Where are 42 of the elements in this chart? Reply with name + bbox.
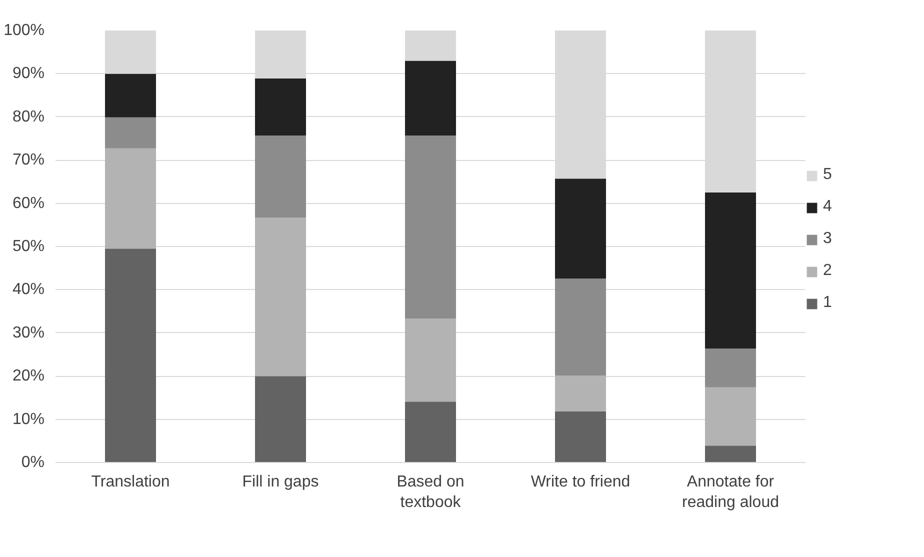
bar — [105, 74, 156, 118]
bar — [255, 135, 306, 218]
bar — [405, 135, 456, 319]
y-tick-label: 60% — [12, 194, 45, 212]
y-tick-label: 10% — [12, 410, 45, 428]
y-tick-label: 20% — [12, 368, 45, 385]
bar — [705, 446, 756, 462]
bar — [405, 402, 456, 462]
bar — [555, 178, 606, 278]
bar — [555, 278, 606, 376]
bar — [405, 30, 456, 61]
x-tick-label: Based on textbook — [396, 474, 464, 511]
x-tick-label: Annotate for reading aloud — [682, 474, 779, 511]
bar — [555, 412, 606, 462]
legend-label: 5 — [823, 166, 833, 184]
y-tick-label: 70% — [12, 152, 45, 169]
y-tick-label: 40% — [12, 281, 45, 298]
bar — [705, 348, 756, 388]
bar — [405, 60, 456, 136]
x-tick-label: Translation — [91, 474, 170, 490]
bar — [255, 376, 306, 462]
y-tick-label: 100% — [4, 22, 44, 39]
y-tick-label: 90% — [12, 65, 45, 82]
x-tick-label: Write to friend — [530, 474, 630, 490]
x-tick-label: Fill in gaps — [242, 474, 319, 490]
bar — [405, 318, 456, 402]
legend-label: 3 — [823, 230, 833, 248]
bar — [705, 192, 756, 348]
legend-label: 1 — [823, 294, 833, 312]
bar — [705, 387, 756, 446]
legend-label: 4 — [823, 198, 833, 216]
bar — [255, 78, 306, 136]
y-tick-label: 50% — [12, 238, 45, 255]
bar — [105, 248, 156, 462]
bar — [105, 117, 156, 148]
y-tick-label: 30% — [12, 324, 45, 342]
legend-label: 2 — [823, 262, 833, 280]
y-tick-label: 80% — [12, 108, 45, 126]
y-tick-label: 0% — [21, 454, 44, 471]
bar — [555, 376, 606, 412]
bar — [255, 218, 306, 376]
bar — [105, 148, 156, 249]
